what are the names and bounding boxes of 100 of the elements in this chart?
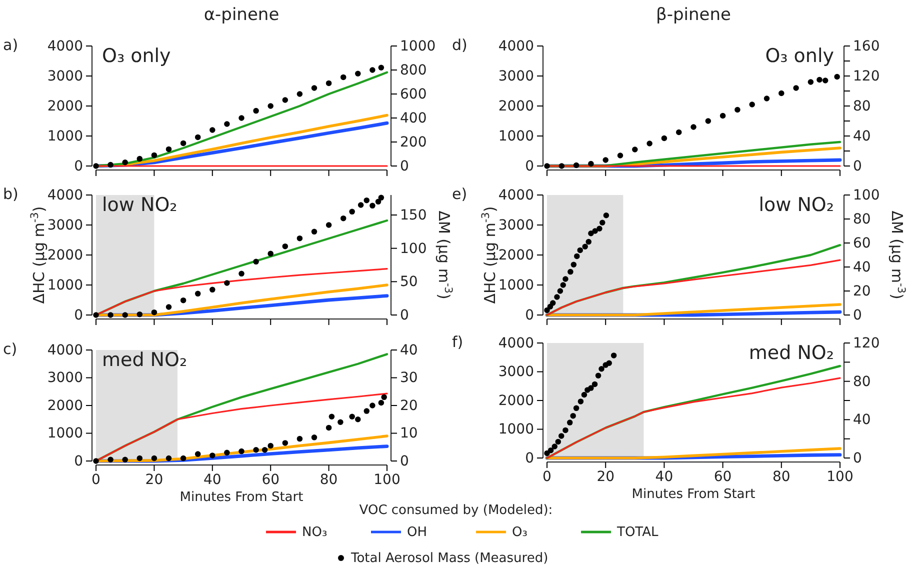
- point: [834, 74, 840, 80]
- point: [552, 444, 558, 450]
- text: c): [3, 340, 18, 358]
- point: [816, 76, 822, 83]
- point: [581, 392, 588, 398]
- y2-tick-label: 150: [400, 207, 427, 224]
- y2-tick-label: 40: [853, 128, 871, 144]
- y2-tick-label: 100: [853, 187, 880, 204]
- x-axis-title: Minutes From Start: [632, 487, 756, 502]
- point: [598, 366, 604, 372]
- point: [370, 67, 376, 73]
- y-tick-label: 4000: [498, 187, 534, 204]
- y2-tick-label: 0: [400, 307, 409, 324]
- line-series: [546, 447, 842, 460]
- point: [596, 226, 602, 232]
- point: [573, 162, 580, 168]
- y2-tick-label: 0: [853, 307, 862, 324]
- point: [588, 385, 594, 391]
- y-tick-label: 3000: [498, 217, 534, 234]
- point: [558, 163, 565, 169]
- text: e): [452, 185, 468, 203]
- point: [108, 162, 114, 168]
- point: [194, 451, 201, 457]
- point: [151, 455, 158, 462]
- point: [548, 447, 554, 454]
- point: [566, 420, 573, 426]
- point: [210, 127, 216, 133]
- point: [268, 250, 274, 257]
- y2-tick-label: 160: [853, 38, 880, 54]
- point: [793, 85, 799, 91]
- y2-tick-label: 0: [400, 453, 409, 470]
- point: [340, 74, 346, 80]
- point: [550, 300, 556, 306]
- point: [555, 438, 562, 445]
- point: [560, 282, 566, 288]
- y-tick-label: 2000: [47, 247, 83, 264]
- point: [224, 450, 230, 456]
- point: [544, 450, 550, 456]
- legend-label: O₃: [512, 525, 528, 540]
- y2-tick-label: 40: [853, 259, 871, 276]
- point: [600, 220, 606, 226]
- y-tick-label: 1000: [498, 277, 534, 294]
- x-tick-label: 80: [320, 472, 338, 488]
- point: [311, 85, 318, 91]
- point: [632, 146, 638, 152]
- annotation: med NO₂: [102, 349, 188, 371]
- point: [378, 400, 384, 406]
- point: [136, 156, 143, 162]
- y-tick-label: 2000: [47, 98, 83, 114]
- y2-tick-label: 30: [400, 370, 418, 386]
- point: [364, 197, 370, 204]
- point: [238, 270, 244, 277]
- point: [570, 262, 577, 268]
- y-tick-label: 2000: [498, 392, 534, 409]
- point: [592, 228, 598, 234]
- point: [166, 146, 172, 152]
- point: [562, 276, 568, 282]
- point: [646, 140, 652, 146]
- point: [808, 79, 814, 85]
- x-tick-label: 60: [262, 472, 280, 488]
- point: [375, 198, 382, 205]
- point: [592, 381, 598, 388]
- x-tick-label: 80: [772, 468, 790, 485]
- point: [370, 402, 376, 408]
- x-tick-label: 40: [655, 468, 674, 485]
- point: [210, 286, 216, 293]
- point: [136, 311, 143, 318]
- legend-title: VOC consumed by (Modeled):: [359, 503, 553, 518]
- y-tick-label: 1000: [47, 426, 83, 442]
- x-tick-label: 100: [826, 468, 854, 485]
- point: [311, 434, 318, 440]
- point: [296, 91, 303, 97]
- y-tick-label: 0: [525, 450, 534, 466]
- y2-tick-label: 40: [853, 412, 871, 428]
- point: [224, 280, 230, 286]
- point: [238, 115, 244, 121]
- y-tick-label: 0: [525, 158, 534, 174]
- point: [355, 70, 361, 76]
- line-series: [546, 244, 842, 316]
- y2-tick-label: 80: [853, 98, 871, 114]
- y2-tick-label: 400: [400, 110, 427, 126]
- y2-tick-label: 40: [400, 342, 418, 358]
- x-tick-label: 20: [145, 472, 164, 488]
- point: [108, 456, 114, 462]
- y2-tick-label: 60: [853, 235, 871, 252]
- text: b): [3, 185, 18, 203]
- y2-tick-label: 80: [853, 374, 871, 390]
- point: [340, 215, 346, 222]
- legend-label: OH: [407, 525, 428, 540]
- annotation: low NO₂: [102, 194, 178, 216]
- point: [268, 103, 274, 109]
- point: [573, 405, 580, 412]
- point: [778, 90, 784, 96]
- point: [122, 160, 128, 166]
- point: [749, 102, 755, 108]
- point: [180, 455, 186, 462]
- text: d): [452, 36, 468, 54]
- point: [122, 312, 128, 318]
- point: [180, 297, 186, 304]
- point: [602, 157, 608, 163]
